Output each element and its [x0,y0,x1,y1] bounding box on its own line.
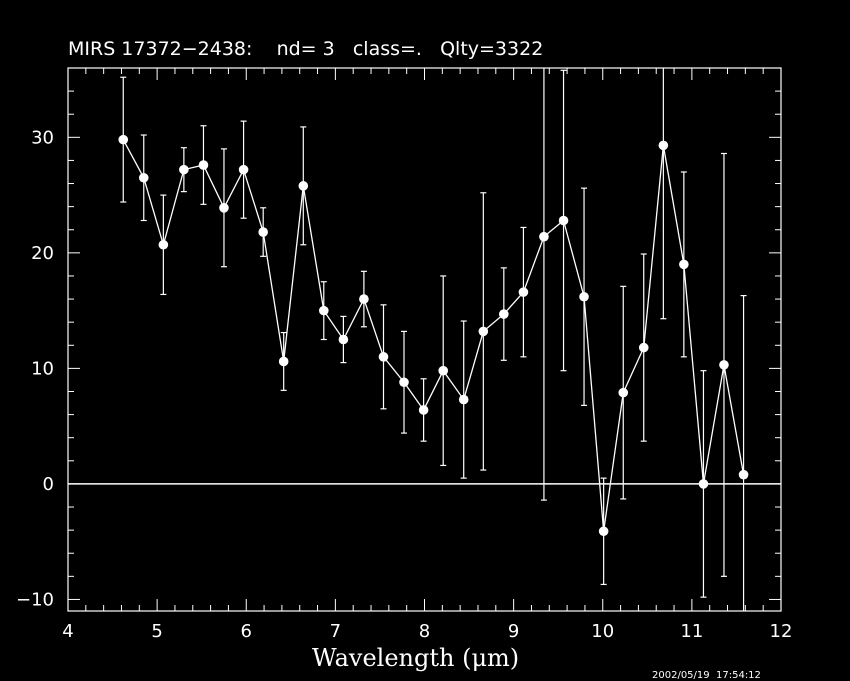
data-point [438,365,449,376]
x-tick-label: 6 [241,621,252,642]
y-tick-label: 10 [31,358,54,379]
data-point [518,287,529,297]
plot-frame [67,67,782,612]
y-tick-label: 0 [43,474,54,495]
x-tick-label: 9 [508,621,519,642]
data-point [179,164,189,175]
data-point [598,526,609,537]
data-point [138,172,149,183]
x-tick-label: 5 [151,621,162,642]
y-tick-label: 20 [31,243,54,264]
data-point [539,231,549,242]
data-point [378,352,389,362]
data-point [318,305,329,316]
data-point [238,164,249,175]
timestamp: 2002/05/19 17:54:12 [652,670,761,681]
data-point [338,334,349,345]
data-point [719,360,729,370]
x-tick-label: 10 [591,621,614,642]
data-point [478,326,489,337]
data-point [418,405,429,415]
data-point [499,309,509,319]
data-point [679,259,689,270]
data-point [278,356,289,367]
data-point [219,202,229,213]
series-line [122,139,745,532]
x-tick-label: 7 [330,621,341,642]
y-tick-label: 30 [31,127,54,148]
data-point [158,239,169,250]
data-point [298,181,309,191]
chart-title: MIRS 17372−2438: nd= 3 class=. Qlty=3322 [68,38,544,60]
data-point [399,377,409,388]
data-point [258,227,268,237]
x-tick-label: 11 [680,621,703,642]
data-point [658,140,669,151]
data-point [579,291,589,302]
y-tick-label: −10 [16,589,54,610]
data-point [198,160,209,170]
x-axis-label: Wavelength (μm) [312,644,520,672]
data-point [638,342,649,353]
data-point [698,479,709,489]
data-point [618,387,629,398]
data-point [558,215,569,226]
x-tick-label: 12 [770,621,793,642]
data-point [359,294,369,304]
data-point [118,134,129,145]
x-tick-label: 4 [62,621,73,642]
data-point [458,394,469,405]
x-tick-label: 8 [419,621,430,642]
data-point [738,469,749,480]
